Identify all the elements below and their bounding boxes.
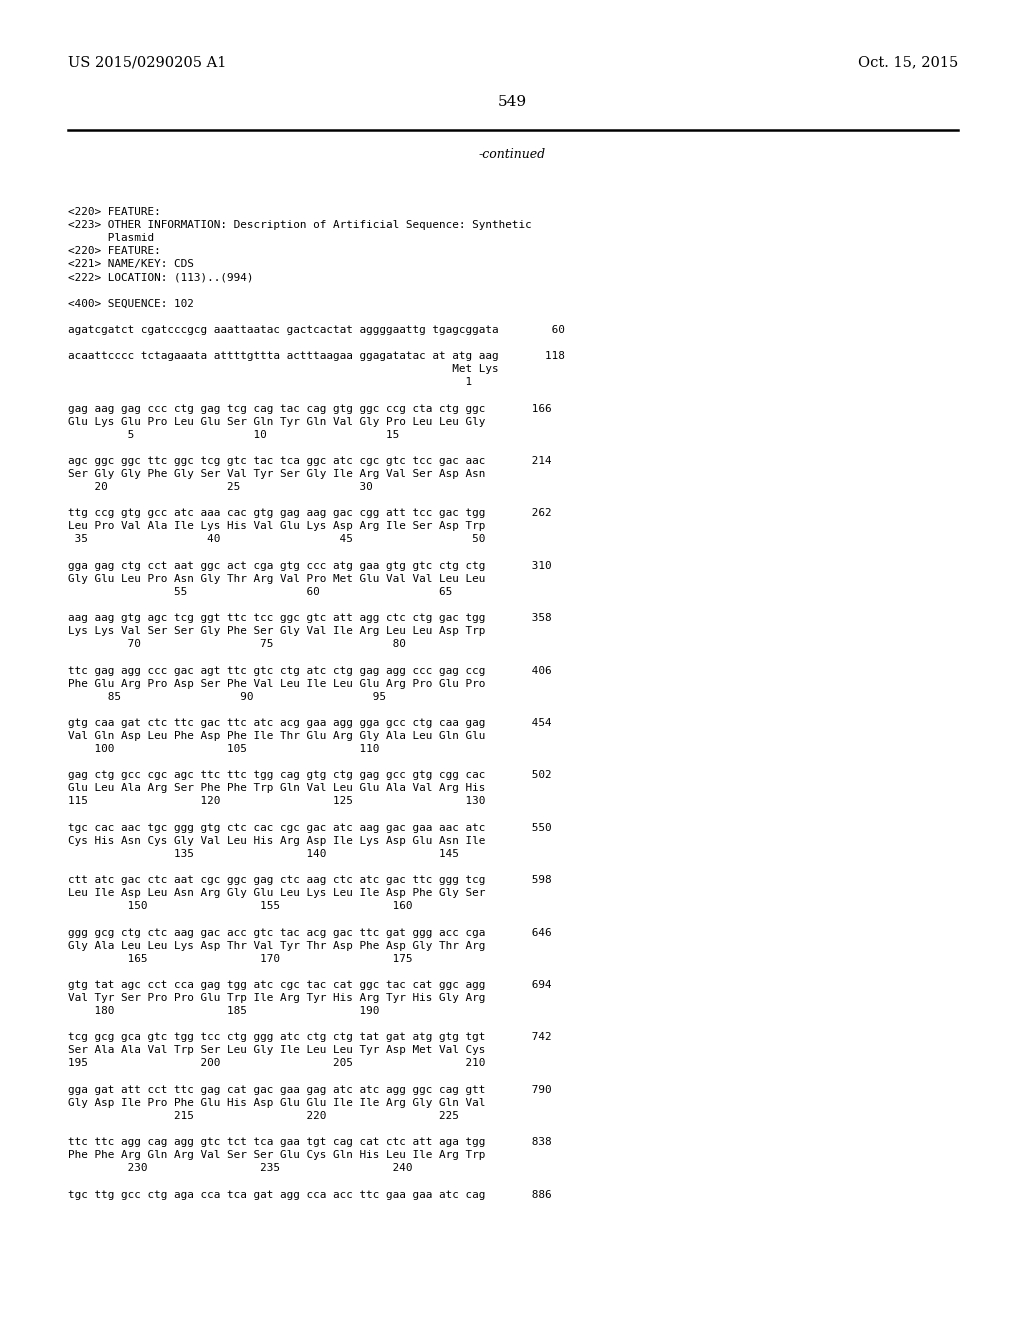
Text: <220> FEATURE:: <220> FEATURE: [68, 207, 161, 216]
Text: Phe Glu Arg Pro Asp Ser Phe Val Leu Ile Leu Glu Arg Pro Glu Pro: Phe Glu Arg Pro Asp Ser Phe Val Leu Ile … [68, 678, 485, 689]
Text: Leu Ile Asp Leu Asn Arg Gly Glu Leu Lys Leu Ile Asp Phe Gly Ser: Leu Ile Asp Leu Asn Arg Gly Glu Leu Lys … [68, 888, 485, 898]
Text: gga gag ctg cct aat ggc act cga gtg ccc atg gaa gtg gtc ctg ctg       310: gga gag ctg cct aat ggc act cga gtg ccc … [68, 561, 552, 570]
Text: 150                 155                 160: 150 155 160 [68, 902, 413, 911]
Text: 165                 170                 175: 165 170 175 [68, 953, 413, 964]
Text: gga gat att cct ttc gag cat gac gaa gag atc atc agg ggc cag gtt       790: gga gat att cct ttc gag cat gac gaa gag … [68, 1085, 552, 1094]
Text: US 2015/0290205 A1: US 2015/0290205 A1 [68, 55, 226, 69]
Text: 100                 105                 110: 100 105 110 [68, 744, 379, 754]
Text: ggg gcg ctg ctc aag gac acc gtc tac acg gac ttc gat ggg acc cga       646: ggg gcg ctg ctc aag gac acc gtc tac acg … [68, 928, 552, 937]
Text: <221> NAME/KEY: CDS: <221> NAME/KEY: CDS [68, 260, 194, 269]
Text: 135                 140                 145: 135 140 145 [68, 849, 459, 859]
Text: Phe Phe Arg Gln Arg Val Ser Ser Glu Cys Gln His Leu Ile Arg Trp: Phe Phe Arg Gln Arg Val Ser Ser Glu Cys … [68, 1150, 485, 1160]
Text: gag ctg gcc cgc agc ttc ttc tgg cag gtg ctg gag gcc gtg cgg cac       502: gag ctg gcc cgc agc ttc ttc tgg cag gtg … [68, 771, 552, 780]
Text: <222> LOCATION: (113)..(994): <222> LOCATION: (113)..(994) [68, 272, 254, 282]
Text: 549: 549 [498, 95, 526, 110]
Text: agc ggc ggc ttc ggc tcg gtc tac tca ggc atc cgc gtc tcc gac aac       214: agc ggc ggc ttc ggc tcg gtc tac tca ggc … [68, 455, 552, 466]
Text: ttc gag agg ccc gac agt ttc gtc ctg atc ctg gag agg ccc gag ccg       406: ttc gag agg ccc gac agt ttc gtc ctg atc … [68, 665, 552, 676]
Text: Ser Gly Gly Phe Gly Ser Val Tyr Ser Gly Ile Arg Val Ser Asp Asn: Ser Gly Gly Phe Gly Ser Val Tyr Ser Gly … [68, 469, 485, 479]
Text: tgc ttg gcc ctg aga cca tca gat agg cca acc ttc gaa gaa atc cag       886: tgc ttg gcc ctg aga cca tca gat agg cca … [68, 1189, 552, 1200]
Text: ttg ccg gtg gcc atc aaa cac gtg gag aag gac cgg att tcc gac tgg       262: ttg ccg gtg gcc atc aaa cac gtg gag aag … [68, 508, 552, 519]
Text: Leu Pro Val Ala Ile Lys His Val Glu Lys Asp Arg Ile Ser Asp Trp: Leu Pro Val Ala Ile Lys His Val Glu Lys … [68, 521, 485, 532]
Text: 195                 200                 205                 210: 195 200 205 210 [68, 1059, 485, 1068]
Text: 5                  10                  15: 5 10 15 [68, 430, 399, 440]
Text: Gly Ala Leu Leu Lys Asp Thr Val Tyr Thr Asp Phe Asp Gly Thr Arg: Gly Ala Leu Leu Lys Asp Thr Val Tyr Thr … [68, 941, 485, 950]
Text: Plasmid: Plasmid [68, 234, 155, 243]
Text: Glu Leu Ala Arg Ser Phe Phe Trp Gln Val Leu Glu Ala Val Arg His: Glu Leu Ala Arg Ser Phe Phe Trp Gln Val … [68, 783, 485, 793]
Text: 20                  25                  30: 20 25 30 [68, 482, 373, 492]
Text: <400> SEQUENCE: 102: <400> SEQUENCE: 102 [68, 298, 194, 309]
Text: Gly Asp Ile Pro Phe Glu His Asp Glu Glu Ile Ile Arg Gly Gln Val: Gly Asp Ile Pro Phe Glu His Asp Glu Glu … [68, 1098, 485, 1107]
Text: ctt atc gac ctc aat cgc ggc gag ctc aag ctc atc gac ttc ggg tcg       598: ctt atc gac ctc aat cgc ggc gag ctc aag … [68, 875, 552, 886]
Text: -continued: -continued [478, 148, 546, 161]
Text: gtg caa gat ctc ttc gac ttc atc acg gaa agg gga gcc ctg caa gag       454: gtg caa gat ctc ttc gac ttc atc acg gaa … [68, 718, 552, 727]
Text: 1: 1 [68, 378, 472, 387]
Text: Cys His Asn Cys Gly Val Leu His Arg Asp Ile Lys Asp Glu Asn Ile: Cys His Asn Cys Gly Val Leu His Arg Asp … [68, 836, 485, 846]
Text: 215                 220                 225: 215 220 225 [68, 1111, 459, 1121]
Text: <220> FEATURE:: <220> FEATURE: [68, 247, 161, 256]
Text: <223> OTHER INFORMATION: Description of Artificial Sequence: Synthetic: <223> OTHER INFORMATION: Description of … [68, 220, 531, 230]
Text: 55                  60                  65: 55 60 65 [68, 587, 453, 597]
Text: Val Gln Asp Leu Phe Asp Phe Ile Thr Glu Arg Gly Ala Leu Gln Glu: Val Gln Asp Leu Phe Asp Phe Ile Thr Glu … [68, 731, 485, 741]
Text: gtg tat agc cct cca gag tgg atc cgc tac cat ggc tac cat ggc agg       694: gtg tat agc cct cca gag tgg atc cgc tac … [68, 979, 552, 990]
Text: Ser Ala Ala Val Trp Ser Leu Gly Ile Leu Leu Tyr Asp Met Val Cys: Ser Ala Ala Val Trp Ser Leu Gly Ile Leu … [68, 1045, 485, 1056]
Text: aag aag gtg agc tcg ggt ttc tcc ggc gtc att agg ctc ctg gac tgg       358: aag aag gtg agc tcg ggt ttc tcc ggc gtc … [68, 612, 552, 623]
Text: ttc ttc agg cag agg gtc tct tca gaa tgt cag cat ctc att aga tgg       838: ttc ttc agg cag agg gtc tct tca gaa tgt … [68, 1137, 552, 1147]
Text: Met Lys: Met Lys [68, 364, 499, 374]
Text: gag aag gag ccc ctg gag tcg cag tac cag gtg ggc ccg cta ctg ggc       166: gag aag gag ccc ctg gag tcg cag tac cag … [68, 404, 552, 413]
Text: acaattcccc tctagaaata attttgttta actttaagaa ggagatatac at atg aag       118: acaattcccc tctagaaata attttgttta actttaa… [68, 351, 565, 362]
Text: Glu Lys Glu Pro Leu Glu Ser Gln Tyr Gln Val Gly Pro Leu Leu Gly: Glu Lys Glu Pro Leu Glu Ser Gln Tyr Gln … [68, 417, 485, 426]
Text: tgc cac aac tgc ggg gtg ctc cac cgc gac atc aag gac gaa aac atc       550: tgc cac aac tgc ggg gtg ctc cac cgc gac … [68, 822, 552, 833]
Text: Oct. 15, 2015: Oct. 15, 2015 [858, 55, 958, 69]
Text: Val Tyr Ser Pro Pro Glu Trp Ile Arg Tyr His Arg Tyr His Gly Arg: Val Tyr Ser Pro Pro Glu Trp Ile Arg Tyr … [68, 993, 485, 1003]
Text: 180                 185                 190: 180 185 190 [68, 1006, 379, 1016]
Text: 35                  40                  45                  50: 35 40 45 50 [68, 535, 485, 544]
Text: 115                 120                 125                 130: 115 120 125 130 [68, 796, 485, 807]
Text: tcg gcg gca gtc tgg tcc ctg ggg atc ctg ctg tat gat atg gtg tgt       742: tcg gcg gca gtc tgg tcc ctg ggg atc ctg … [68, 1032, 552, 1043]
Text: 230                 235                 240: 230 235 240 [68, 1163, 413, 1173]
Text: Lys Lys Val Ser Ser Gly Phe Ser Gly Val Ile Arg Leu Leu Asp Trp: Lys Lys Val Ser Ser Gly Phe Ser Gly Val … [68, 626, 485, 636]
Text: Gly Glu Leu Pro Asn Gly Thr Arg Val Pro Met Glu Val Val Leu Leu: Gly Glu Leu Pro Asn Gly Thr Arg Val Pro … [68, 574, 485, 583]
Text: 70                  75                  80: 70 75 80 [68, 639, 406, 649]
Text: agatcgatct cgatcccgcg aaattaatac gactcactat aggggaattg tgagcggata        60: agatcgatct cgatcccgcg aaattaatac gactcac… [68, 325, 565, 335]
Text: 85                  90                  95: 85 90 95 [68, 692, 386, 702]
